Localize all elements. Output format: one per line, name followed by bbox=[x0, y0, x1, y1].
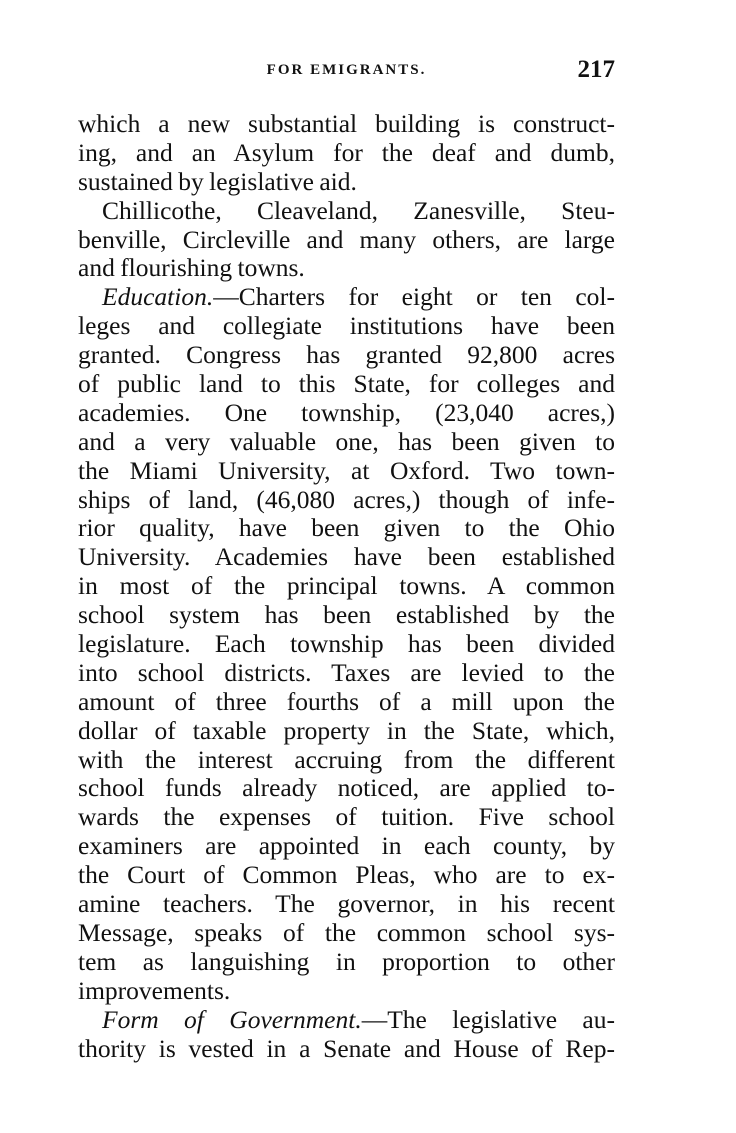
line-text: amine teachers. The governor, in his rec… bbox=[78, 889, 615, 919]
line-text: —The legislative au- bbox=[361, 1004, 615, 1034]
line-text: improvements. bbox=[78, 975, 231, 1005]
text-line: Chillicothe, Cleaveland, Zanesville, Ste… bbox=[78, 195, 615, 226]
text-line: tem as languishing in proportion to othe… bbox=[78, 946, 615, 977]
running-head: FOR EMIGRANTS. bbox=[266, 62, 427, 78]
line-text: school funds already noticed, are applie… bbox=[78, 773, 615, 803]
line-text: —Charters for eight or ten col- bbox=[213, 282, 615, 312]
text-line: which a new substantial building is cons… bbox=[78, 109, 615, 139]
text-line: the Court of Common Pleas, who are to ex… bbox=[78, 860, 615, 890]
line-text: leges and collegiate institutions have b… bbox=[78, 311, 615, 341]
text-line: school system has been established by th… bbox=[78, 600, 615, 630]
line-text: ships of land, (46,080 acres,) though of… bbox=[78, 484, 615, 514]
text-line: ing, and an Asylum for the deaf and dumb… bbox=[78, 137, 615, 168]
line-text: University. Academies have been establis… bbox=[78, 542, 615, 572]
text-line: benville, Circleville and many others, a… bbox=[78, 224, 615, 255]
line-text: with the interest accruing from the diff… bbox=[78, 744, 615, 774]
line-text: ing, and an Asylum for the deaf and dumb… bbox=[78, 137, 615, 167]
line-text: benville, Circleville and many others, a… bbox=[78, 224, 615, 254]
text-line: of public land to this State, for colleg… bbox=[78, 369, 615, 399]
text-line: thority is vested in a Senate and House … bbox=[78, 1033, 615, 1064]
text-line: rior quality, have been given to the Ohi… bbox=[78, 514, 615, 543]
text-line: academies. One township, (23,040 acres,) bbox=[78, 397, 615, 428]
text-line: amine teachers. The governor, in his rec… bbox=[78, 889, 615, 919]
section-heading: Education. bbox=[102, 282, 214, 312]
line-text: the Court of Common Pleas, who are to ex… bbox=[78, 860, 615, 890]
page-body: which a new substantial building is cons… bbox=[78, 109, 615, 1064]
page-number: 217 bbox=[577, 56, 616, 83]
line-text: rior quality, have been given to the Ohi… bbox=[78, 513, 615, 543]
line-text: the Miami University, at Oxford. Two tow… bbox=[78, 455, 615, 485]
page-header: FOR EMIGRANTS. 217 bbox=[78, 56, 615, 88]
text-line: legislature. Each township has been divi… bbox=[78, 629, 615, 659]
text-line: school funds already noticed, are applie… bbox=[78, 774, 615, 803]
text-line: sustained by legislative aid. bbox=[78, 166, 615, 197]
text-line: and flourishing towns. bbox=[78, 254, 615, 283]
line-text: school system has been established by th… bbox=[78, 600, 615, 630]
line-text: Message, speaks of the common school sys… bbox=[78, 917, 615, 947]
text-line: into school districts. Taxes are levied … bbox=[78, 657, 615, 688]
line-text: examiners are appointed in each county, … bbox=[78, 831, 615, 861]
line-text: wards the expenses of tuition. Five scho… bbox=[78, 802, 615, 832]
text-line: Message, speaks of the common school sys… bbox=[78, 917, 615, 948]
text-line: Education.—Charters for eight or ten col… bbox=[78, 282, 615, 312]
line-text: which a new substantial building is cons… bbox=[78, 109, 615, 138]
text-line: and a very valuable one, has been given … bbox=[78, 426, 615, 457]
line-text: thority is vested in a Senate and House … bbox=[78, 1033, 615, 1063]
line-text: and flourishing towns. bbox=[78, 253, 305, 283]
text-line: wards the expenses of tuition. Five scho… bbox=[78, 802, 615, 832]
line-text: in most of the principal towns. A common bbox=[78, 571, 615, 601]
line-text: granted. Congress has granted 92,800 acr… bbox=[78, 340, 615, 370]
line-text: of public land to this State, for colleg… bbox=[78, 369, 615, 399]
text-line: Form of Government.—The legislative au- bbox=[78, 1004, 615, 1035]
line-text: dollar of taxable property in the State,… bbox=[78, 715, 615, 745]
text-line: improvements. bbox=[78, 975, 615, 1006]
text-line: granted. Congress has granted 92,800 acr… bbox=[78, 340, 615, 370]
text-line: amount of three fourths of a mill upon t… bbox=[78, 686, 615, 717]
line-text: sustained by legislative aid. bbox=[78, 166, 357, 196]
line-text: academies. One township, (23,040 acres,) bbox=[78, 397, 615, 427]
line-text: Chillicothe, Cleaveland, Zanesville, Ste… bbox=[102, 195, 615, 225]
line-text: tem as languishing in proportion to othe… bbox=[78, 946, 615, 976]
text-line: the Miami University, at Oxford. Two tow… bbox=[78, 455, 615, 486]
text-line: leges and collegiate institutions have b… bbox=[78, 311, 615, 341]
text-line: ships of land, (46,080 acres,) though of… bbox=[78, 484, 615, 515]
line-text: into school districts. Taxes are levied … bbox=[78, 657, 615, 687]
text-line: University. Academies have been establis… bbox=[78, 542, 615, 572]
text-line: with the interest accruing from the diff… bbox=[78, 744, 615, 775]
line-text: legislature. Each township has been divi… bbox=[78, 629, 615, 659]
text-line: dollar of taxable property in the State,… bbox=[78, 715, 615, 746]
line-text: amount of three fourths of a mill upon t… bbox=[78, 686, 615, 716]
line-text: and a very valuable one, has been given … bbox=[78, 426, 615, 456]
text-line: examiners are appointed in each county, … bbox=[78, 831, 615, 861]
section-heading: Form of Government. bbox=[102, 1004, 362, 1034]
text-line: in most of the principal towns. A common bbox=[78, 571, 615, 601]
